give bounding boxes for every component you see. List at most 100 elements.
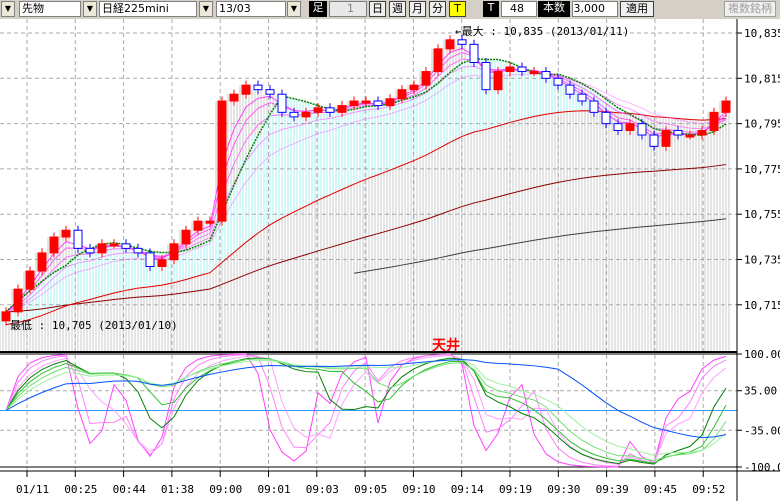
stochastic-mid-line [5,358,727,462]
candle-body [637,123,647,136]
candle-body [145,252,155,268]
candle-body [457,39,467,45]
candle-body [157,259,167,268]
x-tick-label: 09:30 [547,483,580,496]
candle-body [529,71,539,75]
candle-body [193,220,203,231]
candle-body [601,111,611,125]
day-button[interactable]: 日 [369,1,386,17]
candle-body [481,61,491,91]
candle-body [649,134,659,147]
candle-body [133,247,143,254]
candle-body [73,229,83,249]
x-tick-label: 09:01 [258,483,291,496]
count-input[interactable]: 3,000 [572,1,618,17]
price-tick-label: 10,755 [744,208,780,221]
candle-body [421,71,431,86]
candle-body [25,270,35,290]
candle-body [445,39,455,50]
ma-longest-line [353,218,727,274]
stochastic-fast-line [5,353,727,467]
price-chart: 10,835 10,815 10,795 10,775 10,755 10,735 10,7… [0,19,780,501]
candle-body [517,66,527,73]
price-tick-label: 10,715 [744,299,780,312]
candle-body [205,220,215,224]
bar-count-input[interactable]: 1 [329,1,367,17]
x-tick-label: 01/11 [16,483,49,496]
price-tick-label: 10,795 [744,118,780,131]
x-tick-label: 09:45 [644,483,677,496]
stochastic-fast-line [5,353,727,468]
osc-tick-label: 100.00 [744,348,780,361]
x-tick-label: 09:10 [402,483,435,496]
x-tick-label: 01:38 [161,483,194,496]
candle-body [313,107,323,113]
candle-body [709,111,719,131]
axis-background [737,19,780,501]
candle-body [613,123,623,131]
market-dropdown-icon[interactable]: ▼ [83,1,97,17]
candle-body [217,100,227,222]
candle-body [685,134,695,138]
candle-body [541,71,551,79]
price-tick-label: 10,815 [744,72,780,85]
contract-dropdown-icon[interactable]: ▼ [287,1,301,17]
t-label: T [483,1,499,17]
candle-body [373,100,383,107]
candle-body [661,129,671,147]
max-annotation: ←最大 : 10,835 (2013/01/11) [455,24,629,38]
x-axis-background [0,471,737,501]
candle-body [409,84,419,91]
bar-label: 足 [309,1,327,17]
product-dropdown-icon[interactable]: ▼ [199,1,213,17]
ribbon-line [5,73,727,313]
candle-body [553,77,563,86]
candle-body [565,84,575,95]
week-button[interactable]: 週 [389,1,406,17]
osc-tick-label: -35.00 [744,424,780,437]
minute-button[interactable]: 分 [429,1,446,17]
candle-body [589,100,599,113]
candle-body [241,84,251,95]
candle-body [289,111,299,118]
candle-body [433,48,443,73]
month-button[interactable]: 月 [409,1,426,17]
candle-body [13,288,23,313]
candle-body [277,93,287,113]
toolbar: ▼ 先物 ▼ 日経225mini ▼ 13/03 ▼ 足 1 日 週 月 分 T… [0,0,780,19]
min-annotation: 最低 : 10,705 (2013/01/10) [10,319,178,332]
candle-body [121,243,131,249]
candle-body [625,123,635,131]
candle-body [169,243,179,261]
contract-select[interactable]: 13/03 [216,1,286,17]
apply-button[interactable]: 適用 [620,1,654,17]
candle-body [361,100,371,104]
x-tick-label: 09:39 [596,483,629,496]
stochastic-slow-line [5,359,727,439]
candle-body [673,129,683,136]
product-select[interactable]: 日経225mini [99,1,197,17]
candle-body [181,229,191,245]
market-select[interactable]: 先物 [19,1,81,17]
tick-count-input[interactable]: 48 [501,1,537,17]
candle-body [265,89,275,95]
x-tick-label: 09:19 [499,483,532,496]
candle-body [109,243,119,247]
candle-body [337,105,347,113]
candle-body [61,229,71,238]
stochastic-fast-line [5,354,727,465]
x-tick-label: 09:00 [209,483,242,496]
x-tick-label: 00:25 [64,483,97,496]
stochastic-mid-line [5,359,727,456]
tick-button[interactable]: T [449,1,466,17]
candle-body [301,111,311,118]
candle-body [397,89,407,100]
x-tick-label: 00:44 [113,483,146,496]
count-label: 本数 [538,1,570,17]
x-tick-label: 09:52 [692,483,725,496]
candle-body [253,84,263,91]
candle-body [721,100,731,113]
menu-dropdown-button[interactable]: ▼ [1,1,15,17]
x-tick-label: 09:03 [306,483,339,496]
multi-symbol-button[interactable]: 複数銘柄 [724,1,776,17]
